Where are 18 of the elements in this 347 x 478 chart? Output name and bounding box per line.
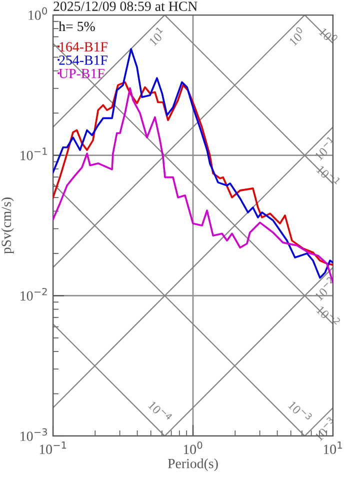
y-tick-label: 10$^{−1}$ <box>20 148 47 160</box>
y-tick-label: 10$^{−2}$ <box>20 288 47 301</box>
text: 10$^{−4}$ <box>148 398 173 424</box>
legend-label: UP-B1F <box>58 68 104 78</box>
legend-label: 254-B1F <box>59 56 108 65</box>
chart-title: 2025/12/09 08:59 at HCN <box>54 2 198 12</box>
legend-label: 164-B1F <box>60 42 108 52</box>
text: 10$^{0}$ <box>286 26 306 46</box>
y-tick-label: 10$^{0}$ <box>28 7 48 20</box>
y-tick-label: 10$^{−3}$ <box>20 428 47 441</box>
text: 10$^{−3}$ <box>288 398 313 424</box>
y-axis-title: pSv(cm/s) <box>1 198 14 254</box>
annotation: h= 5% <box>58 21 95 32</box>
x-tick-label: 10$^{1}$ <box>324 442 342 454</box>
x-tick-label: 10$^{0}$ <box>184 442 202 454</box>
x-axis-title: Period(s) <box>168 458 218 472</box>
x-tick-label: 10$^{−1}$ <box>40 442 66 454</box>
text: 10$^{1}$ <box>146 26 166 46</box>
